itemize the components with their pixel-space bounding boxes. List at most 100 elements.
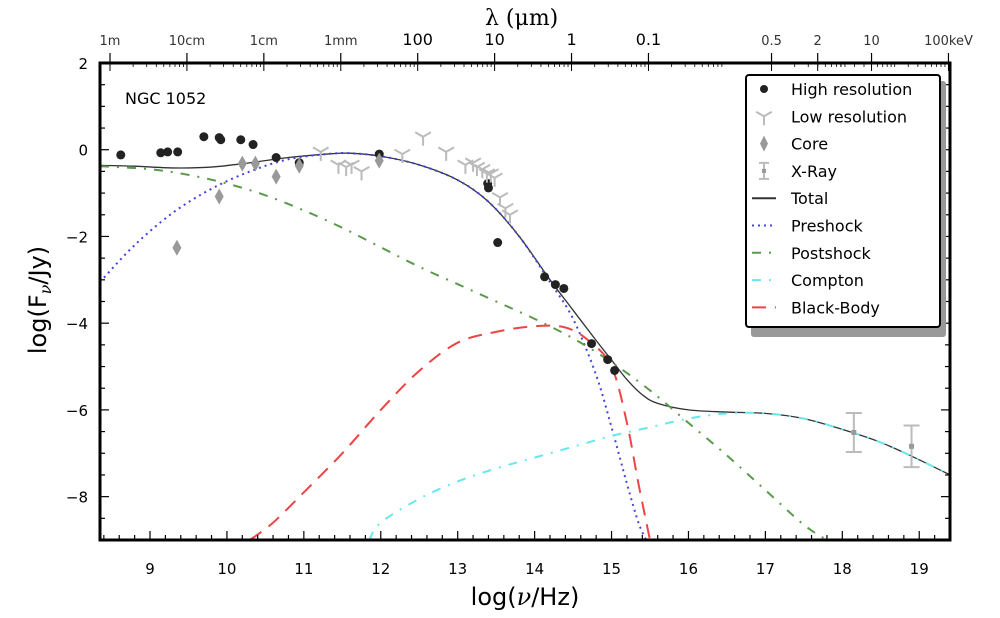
legend-marker-errorbar-point	[762, 168, 766, 173]
high-resolution-point	[248, 140, 258, 150]
high-resolution-point	[236, 135, 246, 145]
y-tick-label: −6	[66, 402, 88, 420]
y-tick-label: 2	[78, 55, 88, 73]
high-resolution-point	[610, 365, 620, 375]
low-resolution-point	[393, 148, 411, 164]
y-axis-title-post: /Jy)	[24, 246, 52, 285]
x-tick-label: 10	[217, 560, 236, 578]
x-tick-label: 13	[448, 560, 467, 578]
x-axis-ticks: 9 10 11 12 13 14 15 16 17 18 19	[103, 531, 951, 578]
y-tick-label: 0	[78, 142, 88, 160]
legend-label: Compton	[791, 271, 864, 290]
core-point	[271, 168, 281, 185]
legend-label: Core	[791, 135, 828, 154]
high-resolution-point	[550, 280, 560, 290]
low-resolution-point	[437, 146, 455, 161]
top-tick-label: 10	[484, 30, 504, 49]
xray-point	[909, 443, 915, 449]
series-line-compton	[368, 411, 950, 540]
legend-label: Preshock	[791, 217, 864, 236]
x-axis-title-pre: log(	[471, 583, 517, 611]
top-tick-label: 2	[814, 34, 822, 49]
legend-entry-preshock: Preshock	[752, 217, 864, 236]
y-axis-title-sub: ν	[36, 284, 55, 294]
xray-point	[851, 429, 857, 435]
x-tick-label: 16	[679, 560, 698, 578]
legend-label: Postshock	[791, 244, 872, 263]
series-line-black-body	[249, 324, 651, 540]
legend-entry-compton: Compton	[752, 271, 864, 290]
top-tick-label: 10cm	[169, 34, 205, 49]
legend-entry-total: Total	[752, 189, 828, 208]
legend-marker-circle-icon	[760, 85, 768, 93]
series-line-total	[100, 152, 950, 476]
x-axis-title: log(ν/Hz)	[471, 583, 580, 611]
y-tick-label: −4	[66, 315, 88, 333]
legend-marker-diamond-icon	[760, 135, 768, 152]
plot-area	[100, 131, 950, 540]
x-tick-label: 18	[833, 560, 852, 578]
core-point	[374, 152, 384, 169]
series-line-preshock	[100, 152, 648, 540]
top-tick-label: 100keV	[924, 34, 973, 49]
x-axis-title-nu: ν	[517, 583, 532, 611]
legend-label: Low resolution	[791, 107, 907, 126]
high-resolution-point	[163, 147, 173, 157]
top-axis-title: λ (μm)	[485, 6, 558, 31]
y-axis-ticks: 2 0 −2 −4 −6 −8	[66, 55, 950, 541]
high-resolution-point	[559, 283, 569, 293]
legend-entry-postshock: Postshock	[752, 244, 872, 263]
high-resolution-point	[173, 147, 183, 157]
high-resolution-point	[199, 132, 209, 142]
legend-entry-core: Core	[760, 135, 828, 154]
high-resolution-point	[271, 153, 281, 163]
core-point	[172, 239, 182, 256]
low-resolution-point	[343, 159, 360, 174]
low-resolution-point	[486, 172, 503, 187]
low-resolution-point	[312, 146, 330, 161]
series-line-postshock	[100, 165, 828, 540]
core-point	[237, 155, 247, 172]
data-points	[116, 131, 920, 469]
x-tick-label: 12	[371, 560, 390, 578]
high-resolution-point	[483, 183, 493, 193]
top-tick-label: 1mm	[324, 34, 358, 49]
top-tick-label: 0.5	[761, 34, 782, 49]
high-resolution-point	[587, 339, 597, 349]
legend-box	[745, 74, 941, 328]
core-point	[214, 188, 224, 205]
y-tick-label: −2	[66, 228, 88, 246]
legend-entry-high-resolution: High resolution	[760, 80, 912, 99]
legend-entry-black-body: Black-Body	[752, 298, 880, 317]
high-resolution-point	[540, 272, 550, 282]
high-resolution-point	[603, 355, 613, 365]
legend-label: Black-Body	[791, 298, 880, 317]
x-axis-title-post: /Hz)	[531, 583, 579, 611]
legend-label: High resolution	[791, 80, 912, 99]
top-axis-ticks: 1m 10cm 1cm 1mm 100 10 1 0.1 0.5 2 10 100keV	[100, 30, 973, 71]
y-axis-title: log(Fν/Jy)	[24, 246, 55, 354]
high-resolution-point	[116, 150, 126, 160]
y-axis-title-pre: log(F	[24, 294, 52, 354]
core-point	[250, 155, 260, 172]
x-tick-label: 14	[525, 560, 544, 578]
top-tick-label: 10	[863, 34, 880, 49]
x-tick-label: 17	[756, 560, 775, 578]
high-resolution-point	[156, 148, 166, 158]
legend: High resolution Low resolution Core X-Ray To…	[745, 74, 946, 337]
x-tick-label: 19	[910, 560, 929, 578]
annotation-ngc1052: NGC 1052	[125, 89, 206, 108]
low-resolution-point	[414, 131, 432, 146]
top-tick-label: 100	[402, 30, 433, 49]
top-tick-label: 1	[566, 30, 576, 49]
legend-entry-low-resolution: Low resolution	[755, 107, 907, 126]
top-tick-label: 0.1	[636, 30, 661, 49]
top-tick-label: 1m	[100, 34, 121, 49]
legend-label: X-Ray	[791, 162, 837, 181]
low-resolution-point	[501, 209, 519, 224]
legend-entry-x-ray: X-Ray	[759, 161, 837, 181]
high-resolution-point	[493, 238, 503, 248]
x-tick-label: 9	[145, 560, 155, 578]
legend-label: Total	[790, 189, 828, 208]
